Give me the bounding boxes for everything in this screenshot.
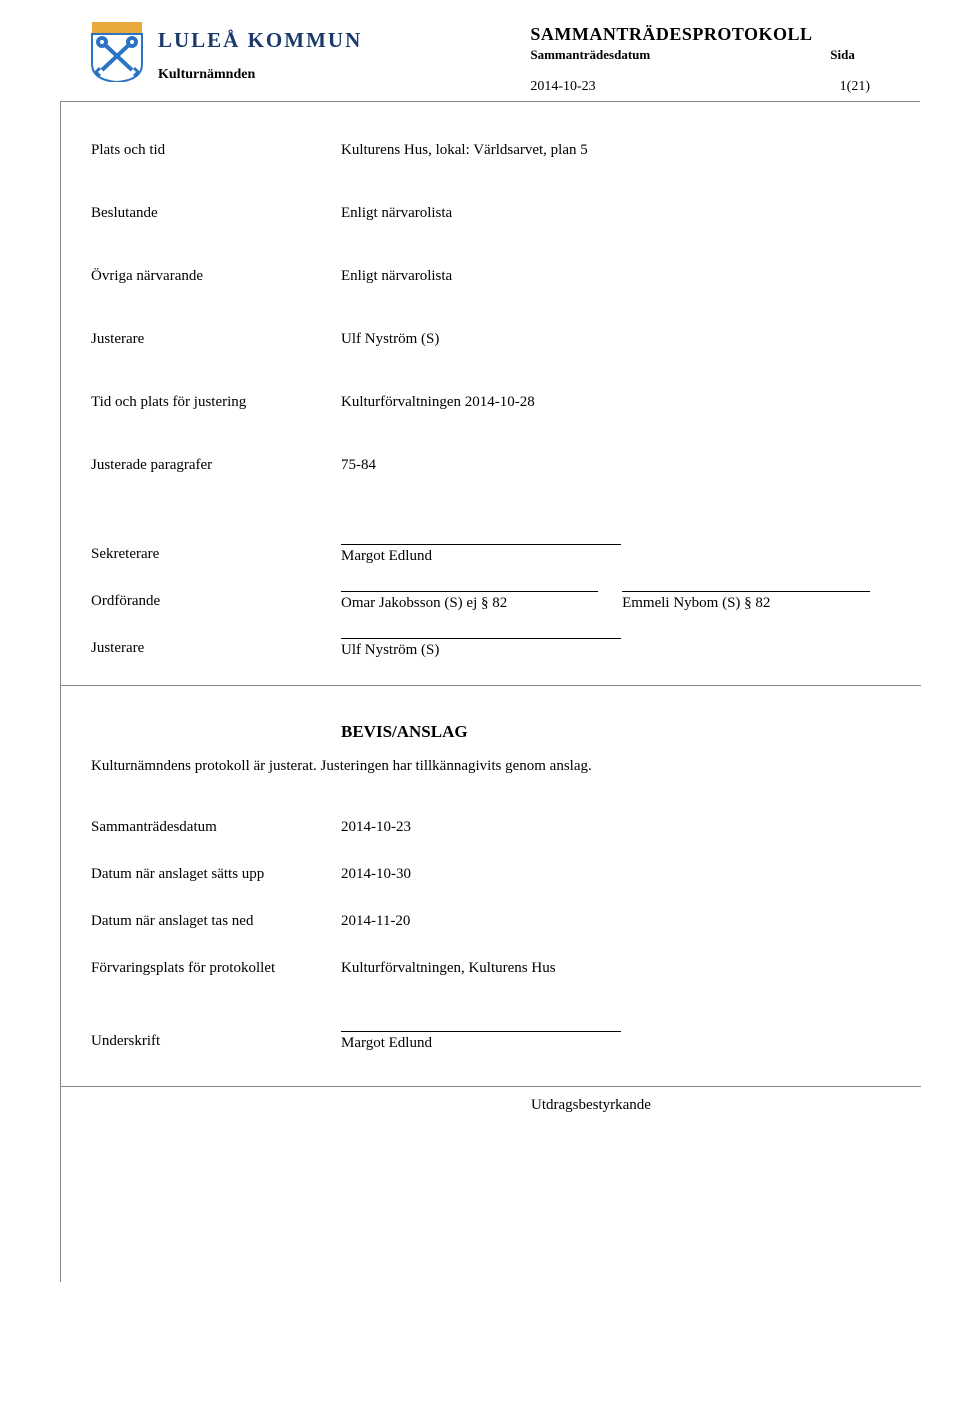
mid-divider — [61, 685, 921, 686]
document-content: Plats och tid Kulturens Hus, lokal: Värl… — [60, 102, 870, 1282]
label-sammantradesdatum: Sammanträdesdatum — [91, 819, 341, 836]
bottom-divider — [61, 1086, 921, 1087]
document-title: SAMMANTRÄDESPROTOKOLL — [530, 24, 870, 45]
signature-section: Sekreterare Margot Edlund Ordförande Oma… — [91, 544, 870, 659]
row-forvaringsplats: Förvaringsplats för protokollet Kulturfö… — [91, 960, 870, 977]
value-justerare: Ulf Nyström (S) — [341, 331, 439, 348]
row-justerare: Justerare Ulf Nyström (S) — [91, 331, 870, 348]
value-sammantradesdatum: 2014-10-23 — [341, 819, 411, 836]
row-datum-satts-upp: Datum när anslaget sätts upp 2014-10-30 — [91, 866, 870, 883]
sig-row-sekreterare: Sekreterare Margot Edlund — [91, 544, 870, 565]
row-datum-tas-ned: Datum när anslaget tas ned 2014-11-20 — [91, 913, 870, 930]
municipality-logo-icon — [90, 22, 144, 82]
value-plats-och-tid: Kulturens Hus, lokal: Världsarvet, plan … — [341, 142, 588, 159]
value-justerade-paragrafer: 75-84 — [341, 457, 376, 474]
label-ordforande: Ordförande — [91, 593, 341, 612]
sublabel-date: Sammanträdesdatum — [530, 47, 650, 63]
bevis-text: Kulturnämndens protokoll är justerat. Ju… — [91, 758, 870, 775]
value-datum-satts-upp: 2014-10-30 — [341, 866, 411, 883]
label-datum-satts-upp: Datum när anslaget sätts upp — [91, 866, 341, 883]
label-sekreterare: Sekreterare — [91, 546, 341, 565]
label-justerare: Justerare — [91, 331, 341, 348]
label-justerare-sig: Justerare — [91, 640, 341, 659]
document-meta: 2014-10-23 1(21) — [530, 79, 870, 95]
bevis-heading: BEVIS/ANSLAG — [341, 722, 870, 742]
value-datum-tas-ned: 2014-11-20 — [341, 913, 410, 930]
organization-name: LULEÅ KOMMUN — [158, 28, 362, 53]
header-right: SAMMANTRÄDESPROTOKOLL Sammanträdesdatum … — [530, 22, 870, 95]
label-tid-och-plats: Tid och plats för justering — [91, 394, 341, 411]
row-tid-och-plats: Tid och plats för justering Kulturförval… — [91, 394, 870, 411]
value-ovriga-narvarande: Enligt närvarolista — [341, 268, 452, 285]
signature-underskrift: Margot Edlund — [341, 1031, 621, 1052]
row-justerade-paragrafer: Justerade paragrafer 75-84 — [91, 457, 870, 474]
label-underskrift: Underskrift — [91, 1033, 341, 1052]
label-beslutande: Beslutande — [91, 205, 341, 222]
label-plats-och-tid: Plats och tid — [91, 142, 341, 159]
signature-ordforande-2: Emmeli Nybom (S) § 82 — [622, 591, 870, 612]
footer-utdragsbestyrkande: Utdragsbestyrkande — [531, 1097, 870, 1114]
sublabel-page: Sida — [830, 47, 855, 63]
label-datum-tas-ned: Datum när anslaget tas ned — [91, 913, 341, 930]
label-justerade-paragrafer: Justerade paragrafer — [91, 457, 341, 474]
sig-row-justerare: Justerare Ulf Nyström (S) — [91, 638, 870, 659]
department-name: Kulturnämnden — [158, 67, 362, 83]
document-sublabels: Sammanträdesdatum Sida — [530, 47, 870, 63]
sig-row-underskrift: Underskrift Margot Edlund — [91, 1031, 870, 1052]
meeting-date: 2014-10-23 — [530, 79, 595, 95]
label-ovriga-narvarande: Övriga närvarande — [91, 268, 341, 285]
label-forvaringsplats: Förvaringsplats för protokollet — [91, 960, 341, 977]
row-sammantradesdatum: Sammanträdesdatum 2014-10-23 — [91, 819, 870, 836]
row-plats-och-tid: Plats och tid Kulturens Hus, lokal: Värl… — [91, 142, 870, 159]
value-beslutande: Enligt närvarolista — [341, 205, 452, 222]
header-left-text: LULEÅ KOMMUN Kulturnämnden — [158, 22, 362, 83]
page-header: LULEÅ KOMMUN Kulturnämnden SAMMANTRÄDESP… — [90, 22, 870, 95]
row-ovriga-narvarande: Övriga närvarande Enligt närvarolista — [91, 268, 870, 285]
header-left: LULEÅ KOMMUN Kulturnämnden — [90, 22, 362, 83]
page-indicator: 1(21) — [840, 79, 870, 95]
signature-ordforande-1: Omar Jakobsson (S) ej § 82 — [341, 591, 598, 612]
row-beslutande: Beslutande Enligt närvarolista — [91, 205, 870, 222]
value-tid-och-plats: Kulturförvaltningen 2014-10-28 — [341, 394, 535, 411]
sig-row-ordforande: Ordförande Omar Jakobsson (S) ej § 82 Em… — [91, 591, 870, 612]
signature-justerare: Ulf Nyström (S) — [341, 638, 621, 659]
page: LULEÅ KOMMUN Kulturnämnden SAMMANTRÄDESP… — [0, 0, 960, 1406]
signature-sekreterare: Margot Edlund — [341, 544, 621, 565]
value-forvaringsplats: Kulturförvaltningen, Kulturens Hus — [341, 960, 556, 977]
